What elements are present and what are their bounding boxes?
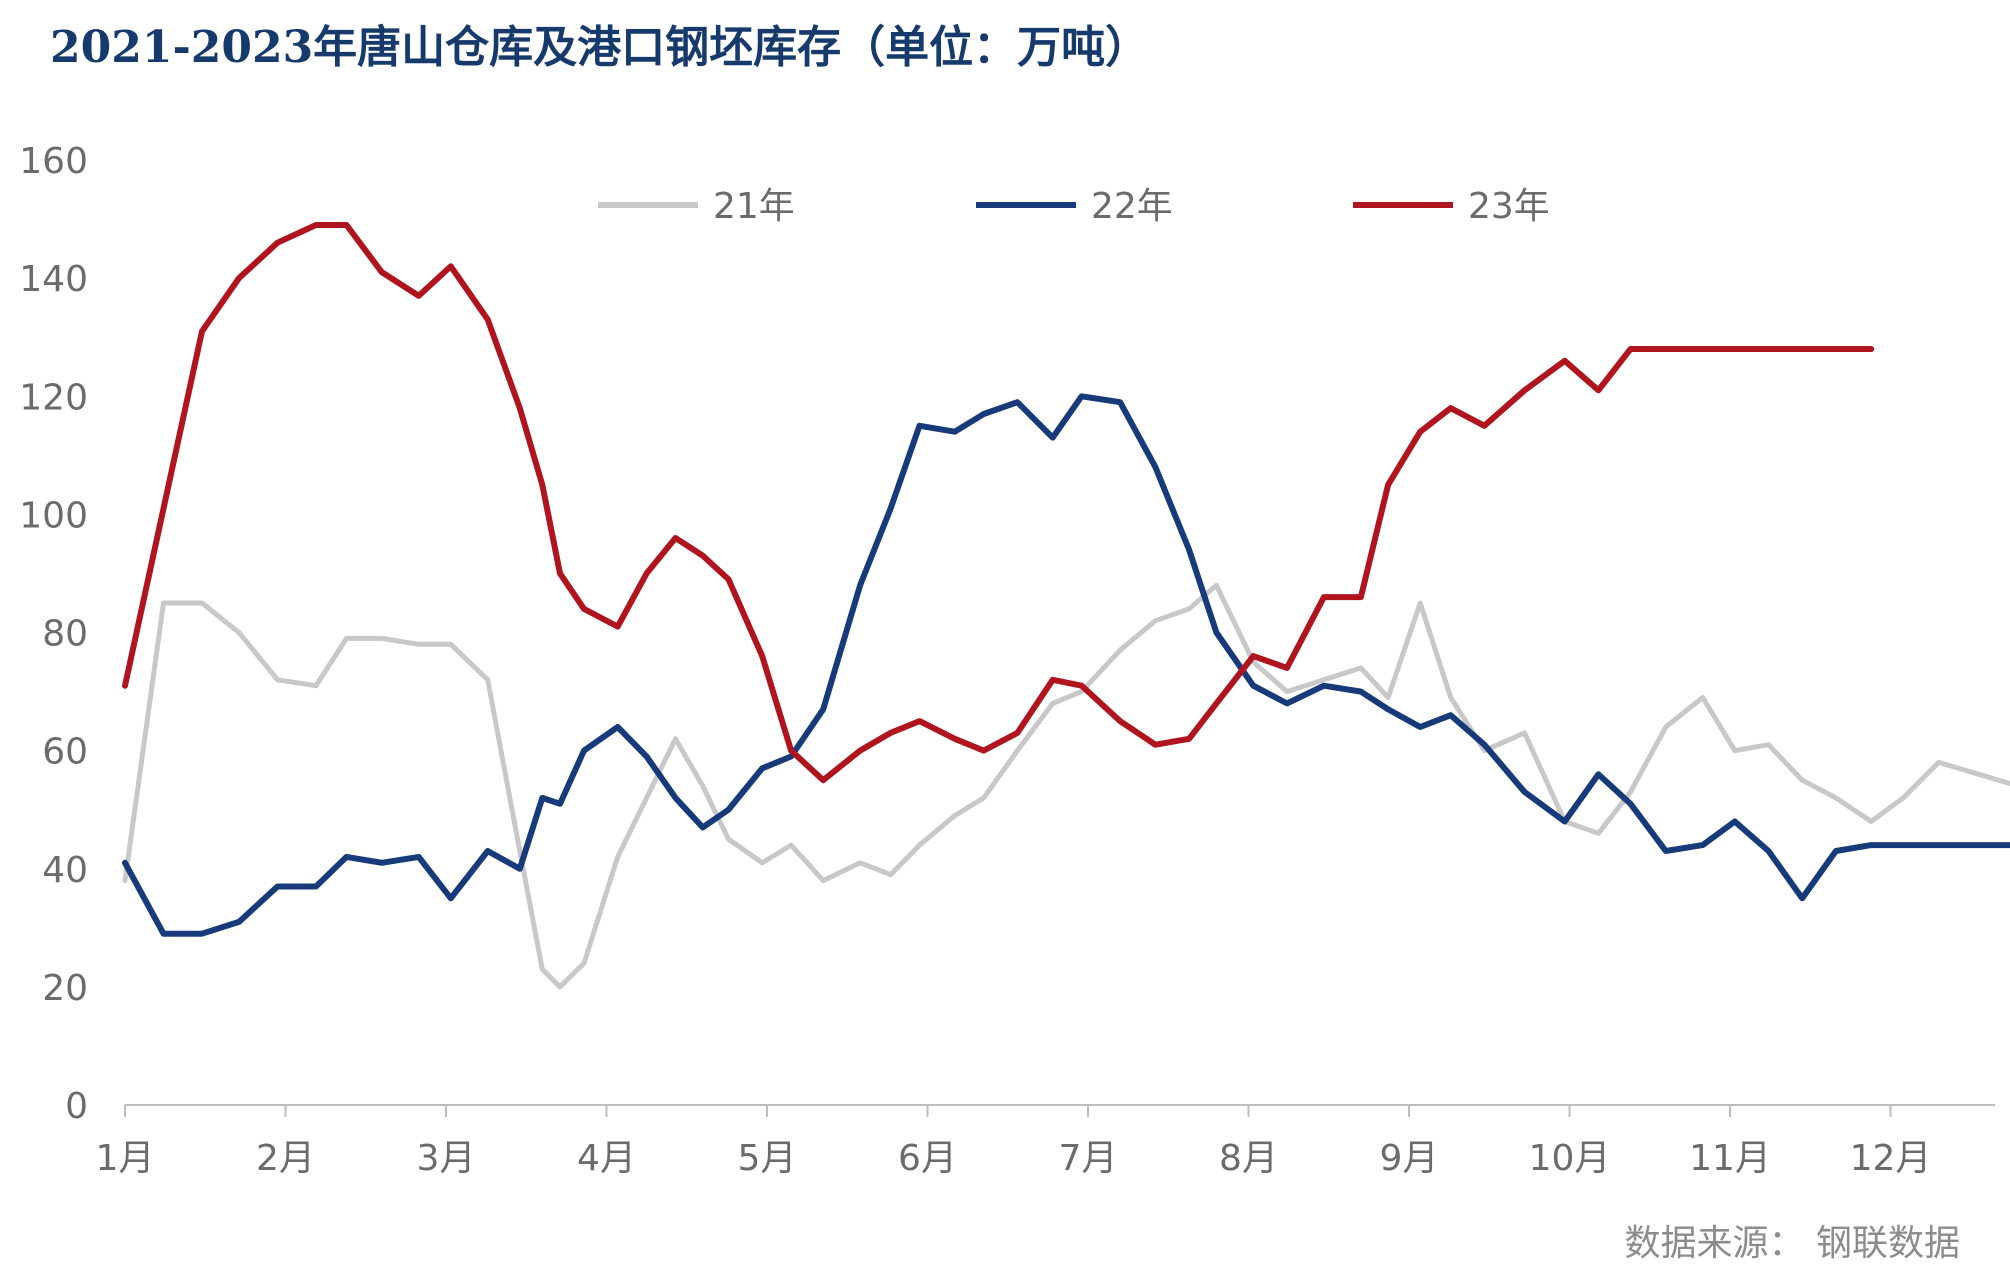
x-tick-label: 5月 bbox=[738, 1138, 797, 1179]
legend-label-1: 21年 bbox=[713, 186, 795, 227]
x-tick-label: 1月 bbox=[96, 1138, 155, 1179]
x-tick-label: 8月 bbox=[1219, 1138, 1278, 1179]
x-tick-label: 4月 bbox=[577, 1138, 636, 1179]
legend-label-3: 23年 bbox=[1468, 186, 1550, 227]
source-note: 数据来源： 钢联数据 bbox=[1625, 1223, 1960, 1264]
y-axis: 0 20 40 60 80 100 120 140 160 bbox=[19, 141, 88, 1127]
y-tick-label: 20 bbox=[42, 968, 88, 1009]
legend: 21年 22年 23年 bbox=[598, 186, 1550, 227]
y-tick-label: 160 bbox=[19, 141, 88, 182]
series-line-1 bbox=[122, 582, 2010, 990]
y-tick-label: 140 bbox=[19, 259, 88, 300]
x-tick-label: 2月 bbox=[256, 1138, 315, 1179]
x-tick-label: 6月 bbox=[898, 1138, 957, 1179]
x-tick-label: 10月 bbox=[1529, 1138, 1611, 1179]
chart-title: 2021-2023年唐山仓库及港口钢坯库存（单位：万吨） bbox=[50, 22, 1149, 73]
y-tick-label: 100 bbox=[19, 495, 88, 536]
y-tick-label: 80 bbox=[42, 614, 88, 655]
x-tick-label: 7月 bbox=[1059, 1138, 1118, 1179]
series-layer bbox=[122, 222, 2010, 990]
x-tick-label: 3月 bbox=[417, 1138, 476, 1179]
x-tick-label: 11月 bbox=[1689, 1138, 1771, 1179]
legend-label-2: 22年 bbox=[1091, 186, 1173, 227]
x-tick-label: 9月 bbox=[1380, 1138, 1439, 1179]
y-tick-label: 120 bbox=[19, 377, 88, 418]
series-line-3 bbox=[122, 222, 1875, 784]
y-tick-label: 40 bbox=[42, 850, 88, 891]
x-axis: 1月 2月 3月 4月 5月 6月 7月 8月 9月 10月 11月 12月 bbox=[96, 1104, 1995, 1179]
x-tick-label: 12月 bbox=[1850, 1138, 1932, 1179]
y-tick-label: 0 bbox=[65, 1086, 88, 1127]
series-line-2 bbox=[122, 393, 2010, 937]
y-tick-label: 60 bbox=[42, 732, 88, 773]
